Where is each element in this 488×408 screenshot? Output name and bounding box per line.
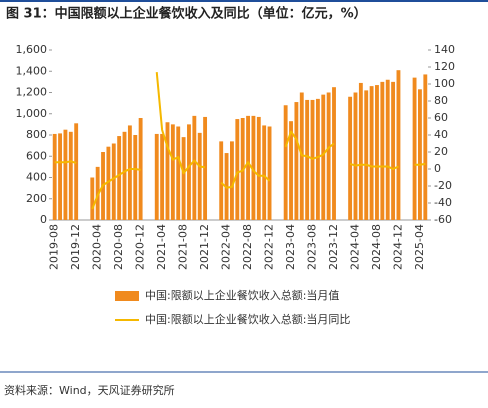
bar bbox=[423, 74, 428, 220]
bar bbox=[219, 141, 224, 220]
bar bbox=[310, 99, 315, 220]
bar bbox=[391, 81, 396, 220]
bar bbox=[321, 94, 326, 220]
bar bbox=[315, 98, 320, 220]
y2-tick-label: 40 bbox=[434, 128, 448, 141]
bar bbox=[358, 82, 363, 220]
bar bbox=[187, 124, 191, 220]
bar bbox=[294, 102, 299, 220]
x-tick-label: 2019-08 bbox=[48, 224, 61, 270]
x-tick-label: 2025-04 bbox=[413, 224, 426, 270]
y2-tick-label: -60 bbox=[434, 213, 452, 226]
y-tick-label: 1,000 bbox=[16, 107, 48, 120]
bar bbox=[235, 119, 240, 220]
bar bbox=[197, 132, 202, 220]
y-tick-label: 1,600 bbox=[16, 43, 48, 56]
bar bbox=[289, 121, 293, 220]
y-tick-label: 800 bbox=[26, 128, 47, 141]
y-tick-label: 1,400 bbox=[16, 64, 48, 77]
bar bbox=[181, 137, 186, 220]
bar bbox=[68, 131, 73, 220]
bar bbox=[332, 87, 336, 220]
x-tick-label: 2024-12 bbox=[391, 224, 404, 270]
bar bbox=[170, 124, 175, 220]
x-tick-label: 2021-04 bbox=[155, 224, 168, 270]
bar bbox=[348, 96, 353, 220]
bar bbox=[74, 123, 79, 220]
x-tick-label: 2019-12 bbox=[69, 224, 82, 270]
bar bbox=[283, 105, 288, 220]
bar bbox=[58, 133, 62, 220]
x-tick-label: 2023-04 bbox=[284, 224, 297, 270]
line bbox=[54, 72, 426, 210]
y-tick-label: 0 bbox=[40, 213, 47, 226]
bar bbox=[251, 115, 256, 220]
bar bbox=[165, 122, 170, 220]
bar bbox=[90, 177, 95, 220]
bar bbox=[385, 79, 390, 220]
y2-tick-label: -40 bbox=[434, 196, 452, 209]
y-tick-label: 200 bbox=[26, 192, 47, 205]
bar bbox=[412, 77, 417, 220]
bar bbox=[154, 133, 159, 220]
x-tick-label: 2022-08 bbox=[241, 224, 254, 270]
bar bbox=[176, 126, 181, 220]
legend-swatch bbox=[115, 291, 139, 301]
y-tick-label: 400 bbox=[26, 171, 47, 184]
x-tick-label: 2023-08 bbox=[306, 224, 319, 270]
x-tick-label: 2024-08 bbox=[370, 224, 383, 270]
bar bbox=[160, 133, 165, 220]
x-tick-label: 2021-12 bbox=[198, 224, 211, 270]
x-tick-label: 2022-04 bbox=[220, 224, 233, 270]
bar bbox=[326, 92, 331, 220]
source: 资料来源：Wind，天风证券研究所 bbox=[4, 383, 175, 397]
bar bbox=[133, 135, 138, 220]
x-tick-label: 2020-04 bbox=[91, 224, 104, 270]
bar bbox=[52, 133, 57, 220]
bar bbox=[262, 125, 267, 220]
bar bbox=[111, 143, 116, 220]
bar bbox=[230, 141, 234, 220]
x-tick-label: 2020-08 bbox=[112, 224, 125, 270]
bar bbox=[364, 90, 369, 220]
bar bbox=[246, 115, 250, 220]
x-tick-label: 2024-04 bbox=[348, 224, 361, 270]
x-tick-label: 2021-08 bbox=[177, 224, 190, 270]
y2-tick-label: 0 bbox=[434, 162, 441, 175]
bar bbox=[256, 116, 261, 220]
bar bbox=[192, 115, 197, 220]
y2-tick-label: -20 bbox=[434, 179, 452, 192]
chart-title: 图 31：中国限额以上企业餐饮收入及同比（单位：亿元，%） bbox=[6, 6, 367, 22]
bar bbox=[396, 70, 401, 220]
y-tick-label: 1,200 bbox=[16, 86, 48, 99]
bar bbox=[63, 129, 68, 220]
y2-tick-label: 140 bbox=[434, 43, 455, 56]
bar bbox=[375, 85, 379, 220]
bar bbox=[267, 126, 272, 220]
bar bbox=[117, 136, 122, 220]
bar bbox=[122, 131, 127, 220]
y2-tick-label: 100 bbox=[434, 77, 455, 90]
bar bbox=[380, 81, 385, 220]
bar bbox=[369, 86, 374, 220]
y2-tick-label: 80 bbox=[434, 94, 448, 107]
x-tick-label: 2022-12 bbox=[263, 224, 276, 270]
y2-tick-label: 60 bbox=[434, 111, 448, 124]
x-tick-label: 2020-12 bbox=[134, 224, 147, 270]
bar bbox=[353, 92, 358, 220]
bar bbox=[127, 125, 132, 220]
y2-tick-label: 120 bbox=[434, 60, 455, 73]
legend-label: 中国:限额以上企业餐饮收入总额:当月同比 bbox=[145, 312, 350, 326]
bar bbox=[203, 116, 208, 220]
y2-tick-label: 20 bbox=[434, 145, 448, 158]
legend-label: 中国:限额以上企业餐饮收入总额:当月值 bbox=[145, 288, 339, 302]
bar bbox=[418, 89, 422, 220]
bar bbox=[305, 99, 310, 220]
y-tick-label: 600 bbox=[26, 149, 47, 162]
bar bbox=[106, 146, 111, 220]
x-tick-label: 2023-12 bbox=[327, 224, 340, 270]
